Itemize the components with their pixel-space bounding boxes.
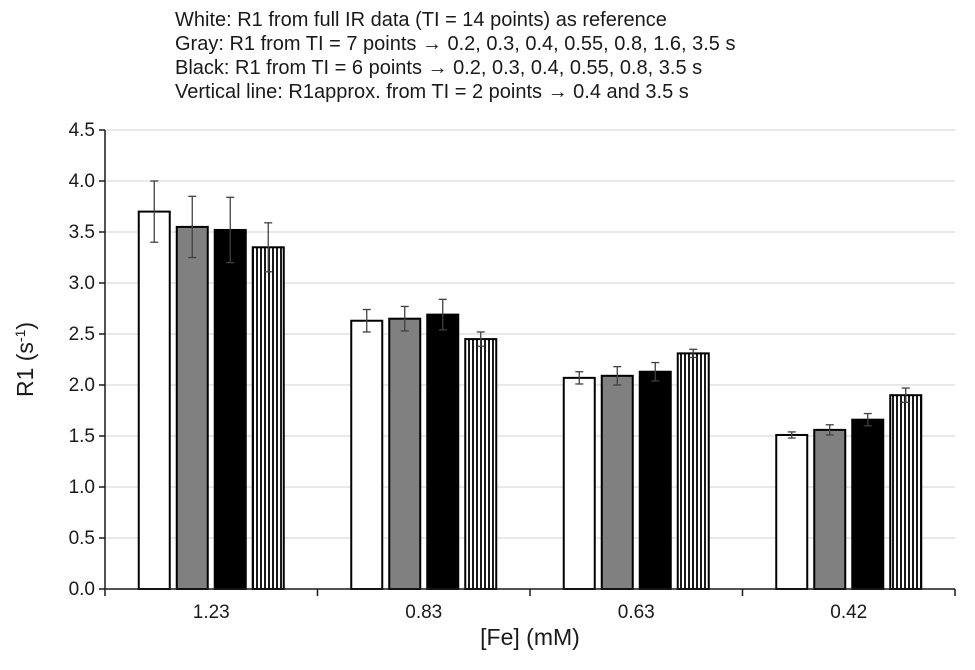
bar-gray (813, 428, 847, 590)
x-tick-label: 0.83 (405, 602, 442, 623)
bar-black (851, 418, 885, 590)
y-tick-label: 2.5 (69, 324, 95, 345)
y-axis-title-sup: -1 (12, 329, 28, 342)
note-gray: Gray: R1 from TI = 7 points → 0.2, 0.3, … (175, 33, 736, 55)
note-white: White: R1 from full IR data (TI = 14 poi… (175, 9, 667, 31)
bar-black (426, 313, 460, 590)
bar-gray (600, 374, 634, 590)
bar-white (775, 433, 809, 591)
bar-black (638, 370, 672, 590)
y-axis-title-main: R1 (s (12, 342, 38, 397)
bar-black (213, 228, 247, 591)
bar-white (137, 210, 171, 590)
note-black: Black: R1 from TI = 6 points → 0.2, 0.3,… (175, 57, 703, 79)
x-tick-label: 0.63 (618, 602, 655, 623)
bars (137, 210, 923, 591)
y-axis-title-close: ) (12, 322, 38, 330)
bar-vertical-lines (676, 352, 710, 590)
bar-vertical-lines (251, 246, 285, 591)
y-tick-labels: 0.0 0.5 1.0 1.5 2.0 2.5 3.0 3.5 4.0 4.5 (69, 120, 95, 600)
error-bars (150, 180, 910, 439)
bar-white (562, 376, 596, 590)
y-tick-label: 0.5 (69, 528, 95, 549)
y-tick-label: 1.0 (69, 477, 95, 498)
bar-gray (175, 225, 209, 590)
bar-vertical-lines (464, 338, 498, 590)
x-tick-label: 0.42 (830, 602, 867, 623)
x-axis-title: [Fe] (mM) (480, 624, 580, 650)
bar-white (350, 319, 384, 590)
note-vertical-line: Vertical line: R1approx. from TI = 2 poi… (175, 81, 689, 103)
axes (99, 129, 956, 596)
y-tick-label: 4.0 (69, 171, 95, 192)
x-tick-labels: 1.23 0.83 0.63 0.42 (193, 602, 867, 623)
y-tick-label: 2.0 (69, 375, 95, 396)
y-tick-label: 3.0 (69, 273, 95, 294)
y-tick-label: 4.5 (69, 120, 95, 141)
legend-notes: White: R1 from full IR data (TI = 14 poi… (175, 8, 735, 104)
bar-vertical-lines (889, 394, 923, 591)
y-tick-label: 1.5 (69, 426, 95, 447)
y-tick-label: 0.0 (69, 579, 95, 600)
y-axis-title: R1 (s-1) (12, 322, 38, 397)
y-tick-label: 3.5 (69, 222, 95, 243)
x-tick-label: 1.23 (193, 602, 230, 623)
bar-gray (388, 317, 422, 590)
